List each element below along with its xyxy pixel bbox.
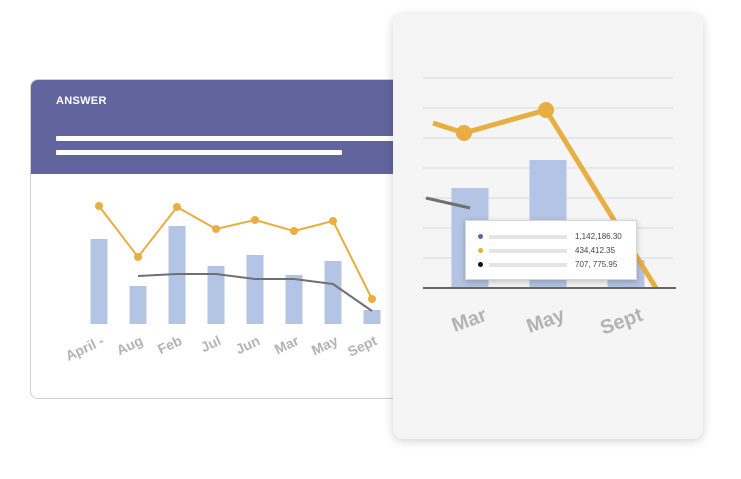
x-tick-label: Mar [449,304,490,337]
orange-series-line [432,107,659,290]
bar [207,266,225,324]
front-chart-card: Mar May Sept 1,142,186.30 434,412.35 707, … [393,14,703,439]
bar [324,261,342,324]
gray-series-line [137,273,373,312]
tooltip-row: 434,412.35 [466,245,636,257]
x-tick-label: Mar [272,332,302,357]
tooltip-row: 707, 775.95 [466,259,636,271]
orange-series-line-point [329,217,337,225]
orange-series-line [98,205,373,300]
tooltip-label-placeholder [489,263,567,267]
tooltip-value: 1,142,186.30 [575,232,622,241]
bar [285,275,303,324]
orange-series-line-point [95,202,103,210]
orange-series-line-point [212,225,220,233]
tooltip-label-placeholder [489,249,567,253]
orange-series-line-point [251,216,259,224]
orange-series-line-point [368,295,376,303]
x-tick-label: Jun [233,332,262,357]
series-dot-icon [478,234,483,239]
bar [90,239,108,324]
x-tick-label: Sept [345,332,380,359]
x-tick-label: Sept [597,304,646,340]
card-header: ANSWER [31,80,429,174]
orange-series-line-point [456,125,472,141]
gray-series-line [425,196,471,210]
tooltip-row: 1,142,186.30 [466,231,636,243]
bar [246,255,264,324]
tooltip-label-placeholder [489,235,567,239]
orange-series-line-point [538,102,554,118]
x-tick-label: May [524,304,569,338]
back-chart: April - Aug Feb Jul Jun Mar May Sept [63,202,381,364]
x-tick-label: April - [63,332,107,364]
x-tick-label: Feb [155,332,184,357]
orange-series-line-point [290,227,298,235]
tooltip-value: 707, 775.95 [575,260,618,269]
header-text-placeholder-line [56,150,342,155]
orange-series-line-point [173,203,181,211]
series-dot-icon [478,248,483,253]
header-text-placeholder-line [56,136,426,141]
series-dot-icon [478,262,483,267]
bar [363,310,381,324]
x-tick-label: Jul [198,332,223,355]
back-chart-card: ANSWER April - Aug Feb Jul Jun Mar May Sept [30,79,430,399]
tooltip-value: 434,412.35 [575,246,616,255]
bar [129,286,147,324]
card-title: ANSWER [56,95,107,107]
orange-series-line-point [134,253,142,261]
x-tick-label: Aug [114,332,145,358]
chart-tooltip: 1,142,186.30 434,412.35 707, 775.95 [465,220,637,280]
x-tick-label: May [309,332,341,358]
